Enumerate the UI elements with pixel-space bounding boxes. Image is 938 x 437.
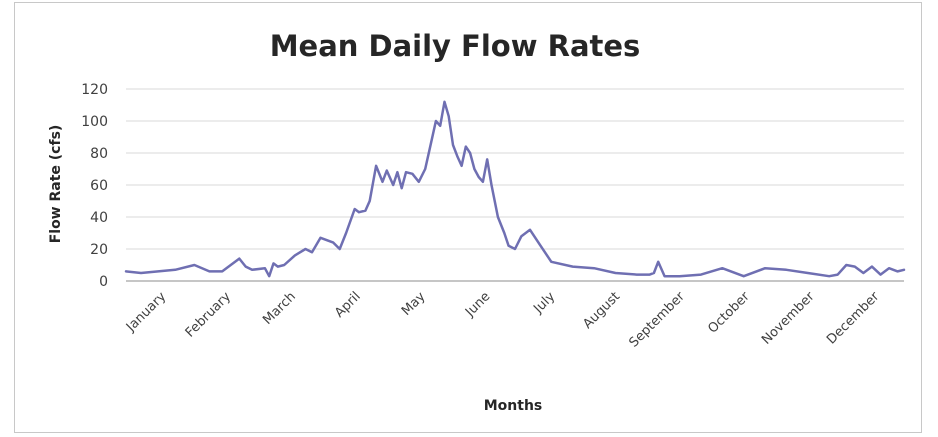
- x-tick-label: September: [626, 289, 688, 351]
- y-tick-label: 20: [90, 242, 108, 258]
- y-tick-label: 60: [90, 178, 108, 194]
- x-tick-label: March: [260, 289, 299, 328]
- line-chart: Mean Daily Flow Rates 0 20 40 60 80 100 120 Ja…: [48, 29, 906, 414]
- x-axis-ticks: January February March April May June July Augu…: [123, 289, 883, 351]
- series-line: [124, 100, 906, 278]
- x-tick-label: July: [530, 289, 558, 317]
- x-tick-label: December: [824, 289, 883, 348]
- x-tick-label: August: [580, 289, 623, 332]
- x-tick-label: May: [399, 289, 429, 319]
- x-tick-label: November: [759, 289, 818, 348]
- x-tick-label: February: [183, 289, 235, 341]
- y-axis-ticks: 0 20 40 60 80 100 120: [81, 82, 108, 290]
- y-axis-label: Flow Rate (cfs): [48, 125, 64, 244]
- x-tick-label: January: [123, 289, 169, 335]
- chart-title: Mean Daily Flow Rates: [270, 29, 641, 63]
- y-tick-label: 40: [90, 210, 108, 226]
- y-tick-label: 120: [81, 82, 108, 98]
- y-gridlines: [126, 88, 904, 250]
- chart-frame: Mean Daily Flow Rates 0 20 40 60 80 100 120 Ja…: [14, 2, 922, 433]
- x-tick-label: April: [332, 289, 364, 321]
- x-tick-label: October: [705, 289, 753, 337]
- x-tick-label: June: [462, 289, 493, 320]
- y-tick-label: 80: [90, 146, 108, 162]
- x-axis-label: Months: [484, 398, 543, 414]
- y-tick-label: 0: [99, 274, 108, 290]
- y-tick-label: 100: [81, 114, 108, 130]
